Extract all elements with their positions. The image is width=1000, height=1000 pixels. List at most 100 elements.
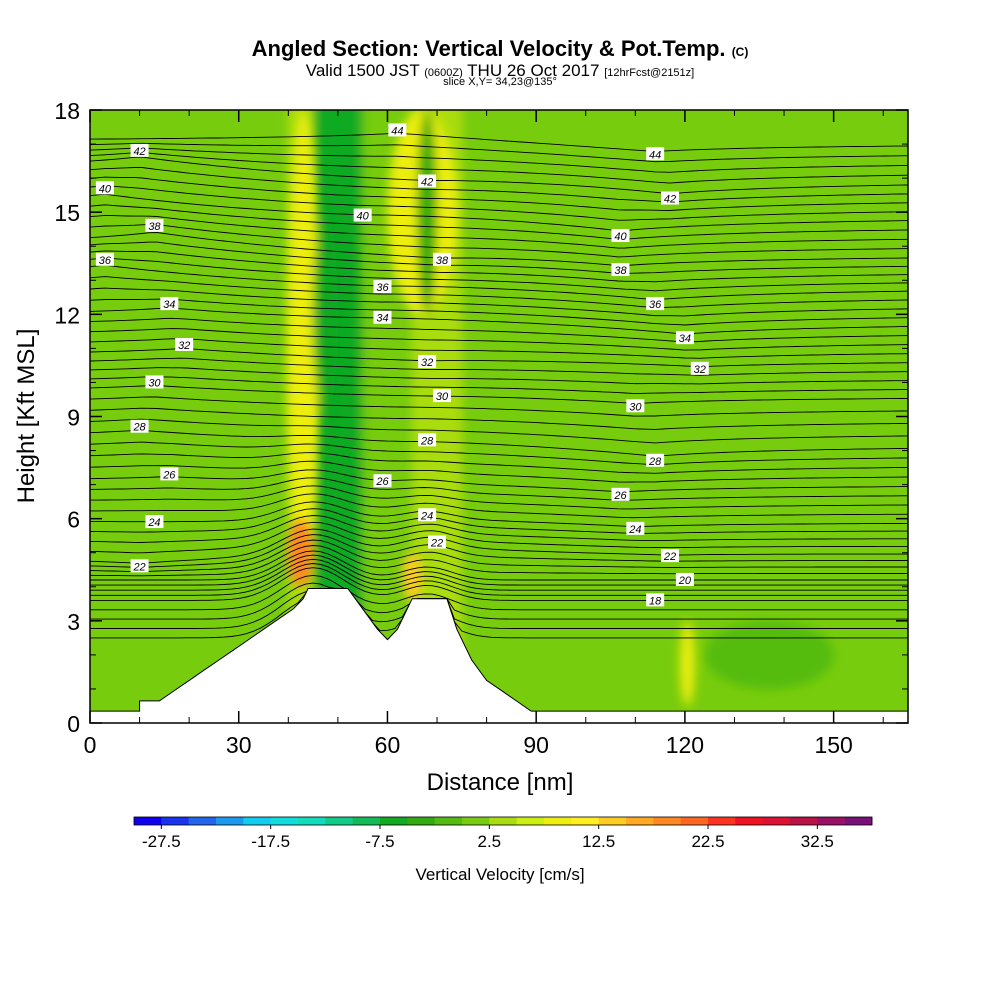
theta-label-text: 20 bbox=[678, 575, 692, 587]
colorbar-swatch bbox=[817, 817, 845, 825]
chart-title-main: Angled Section: Vertical Velocity & Pot.… bbox=[251, 36, 726, 61]
theta-label: 38 bbox=[145, 218, 164, 233]
theta-label-text: 40 bbox=[614, 231, 627, 243]
colorbar-label: Vertical Velocity [cm/s] bbox=[415, 865, 584, 884]
theta-contour-line bbox=[90, 418, 908, 444]
theta-label-text: 34 bbox=[163, 299, 175, 311]
forecast-label: [12hrFcst@2151z] bbox=[604, 67, 695, 79]
theta-contour-line bbox=[90, 539, 908, 573]
colorbar-swatch bbox=[462, 817, 490, 825]
theta-label: 24 bbox=[626, 521, 645, 536]
theta-label-text: 32 bbox=[178, 340, 190, 352]
chart-title: Angled Section: Vertical Velocity & Pot.… bbox=[0, 36, 1000, 62]
field-band bbox=[536, 110, 612, 723]
y-axis-label: Height [Kft MSL] bbox=[13, 329, 40, 504]
theta-contour-line bbox=[90, 232, 908, 267]
colorbar-swatch bbox=[434, 817, 463, 825]
theta-contour-line bbox=[90, 156, 908, 195]
theta-label-bg bbox=[418, 433, 437, 447]
theta-contour-line bbox=[90, 204, 908, 240]
theta-label-text: 28 bbox=[420, 435, 434, 447]
theta-label: 32 bbox=[175, 337, 194, 352]
theta-label: 24 bbox=[145, 515, 164, 529]
theta-contour-line bbox=[90, 452, 908, 474]
theta-label-text: 40 bbox=[99, 183, 112, 195]
theta-label-bg bbox=[646, 297, 665, 311]
theta-label: 28 bbox=[646, 453, 665, 468]
y-tick-label: 0 bbox=[67, 711, 80, 737]
colorbar-swatch bbox=[216, 817, 244, 825]
theta-label-text: 42 bbox=[421, 177, 433, 189]
theta-contour-labels: 42 40 38 36 34 32 30 28 26 24 22 44 42 40 38 36 34 32 30 28… bbox=[95, 123, 709, 607]
theta-label: 42 bbox=[130, 143, 149, 158]
theta-label: 26 bbox=[611, 487, 630, 502]
theta-contour-line bbox=[90, 515, 908, 543]
theta-label: 26 bbox=[373, 474, 392, 488]
theta-label-text: 22 bbox=[430, 538, 443, 550]
theta-label-text: 22 bbox=[663, 551, 676, 563]
theta-label: 34 bbox=[373, 310, 392, 325]
theta-contour-line bbox=[90, 407, 908, 430]
valid-zulu: (0600Z) bbox=[424, 67, 463, 79]
theta-label-text: 32 bbox=[694, 364, 706, 376]
colorbar-tick-label: 32.5 bbox=[801, 832, 834, 851]
field-bands bbox=[90, 110, 908, 723]
colorbar-swatch bbox=[544, 817, 572, 825]
terrain bbox=[90, 588, 908, 723]
colorbar-frame bbox=[133, 816, 873, 826]
theta-contour-line bbox=[90, 328, 908, 351]
theta-label-bg bbox=[418, 355, 437, 369]
colorbar-swatch bbox=[270, 817, 299, 825]
theta-label-bg bbox=[145, 218, 164, 232]
theta-contour-line bbox=[90, 588, 908, 639]
theta-contour-line bbox=[90, 485, 908, 510]
theta-label-bg bbox=[160, 297, 179, 311]
x-tick-label: 90 bbox=[523, 732, 549, 758]
colorbar-swatch bbox=[188, 817, 217, 825]
theta-contour-line bbox=[90, 241, 908, 274]
theta-label-text: 38 bbox=[614, 265, 627, 277]
colorbar: -27.5 -17.5 -7.5 2.5 12.5 22.5 32.5 bbox=[133, 816, 873, 851]
theta-label-text: 44 bbox=[391, 125, 403, 137]
colorbar-swatch bbox=[790, 817, 818, 825]
x-tick-label: 120 bbox=[666, 732, 704, 758]
theta-label-text: 36 bbox=[99, 255, 112, 267]
theta-label-text: 26 bbox=[162, 469, 176, 481]
theta-label: 30 bbox=[626, 399, 645, 413]
colorbar-swatch bbox=[407, 817, 435, 825]
theta-label: 38 bbox=[611, 263, 630, 277]
theta-label-text: 36 bbox=[376, 282, 389, 294]
theta-contour-line bbox=[90, 367, 908, 385]
x-axis-label: Distance [nm] bbox=[427, 769, 574, 796]
theta-contour-line bbox=[90, 534, 908, 568]
colorbar-swatch bbox=[243, 817, 271, 825]
theta-label: 22 bbox=[130, 559, 149, 573]
theta-label: 22 bbox=[661, 549, 680, 563]
x-tick-label: 60 bbox=[375, 732, 401, 758]
theta-label-bg bbox=[130, 143, 149, 157]
field-feature bbox=[704, 620, 834, 689]
theta-label-text: 26 bbox=[375, 476, 389, 488]
theta-contour-line bbox=[90, 501, 908, 528]
colorbar-swatch bbox=[325, 817, 353, 825]
colorbar-swatch bbox=[489, 817, 517, 825]
theta-label: 18 bbox=[646, 593, 665, 607]
colorbar-swatch bbox=[680, 817, 709, 825]
valid-prefix: Valid 1500 JST bbox=[305, 61, 420, 80]
theta-label-text: 24 bbox=[628, 524, 641, 536]
theta-label: 42 bbox=[661, 191, 680, 206]
theta-label: 26 bbox=[160, 467, 179, 481]
field-band bbox=[90, 110, 166, 723]
colorbar-swatch bbox=[161, 817, 189, 825]
theta-label: 30 bbox=[432, 389, 451, 403]
theta-contour-line bbox=[90, 167, 908, 203]
colorbar-swatch bbox=[598, 817, 627, 825]
theta-contours bbox=[90, 132, 908, 639]
field-feature bbox=[417, 110, 438, 315]
theta-label: 44 bbox=[388, 123, 407, 137]
theta-label-bg bbox=[418, 174, 437, 188]
theta-contour-line bbox=[90, 574, 908, 611]
theta-contour-line bbox=[90, 582, 908, 620]
theta-contour-line bbox=[90, 250, 908, 283]
